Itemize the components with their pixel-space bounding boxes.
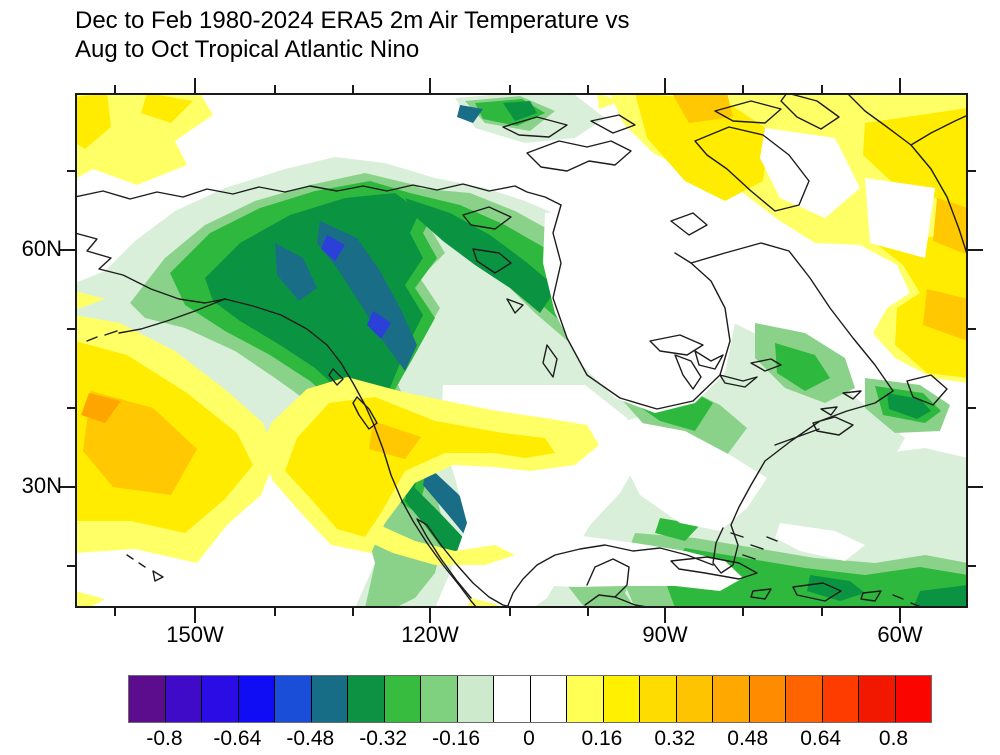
lon-label-90w: 90W: [642, 622, 688, 647]
axis-tick: [968, 328, 976, 330]
colorbar-cell-3: [238, 676, 275, 722]
axis-tick: [429, 608, 431, 623]
axis-tick: [587, 85, 589, 93]
axis-tick: [968, 170, 976, 172]
colorbar-tick-label: -0.32: [359, 727, 408, 750]
axis-tick: [352, 85, 354, 93]
colorbar-tick-label: -0.16: [432, 727, 481, 750]
axis-tick: [587, 608, 589, 616]
axis-tick: [968, 486, 983, 488]
colorbar-cell-1: [165, 676, 202, 722]
axis-tick: [274, 608, 276, 616]
axis-tick: [194, 78, 196, 93]
axis-tick: [194, 608, 196, 623]
figure-title: Dec to Feb 1980-2024 ERA5 2m Air Tempera…: [75, 6, 630, 64]
axis-tick: [664, 78, 666, 93]
colorbar-tick-label: 0.64: [800, 727, 842, 750]
lat-label-30n: 30N: [21, 473, 62, 498]
axis-tick: [429, 78, 431, 93]
coastlines: [75, 93, 968, 608]
colorbar-tick-label: 0: [523, 727, 535, 750]
axis-tick: [67, 170, 75, 172]
axis-tick: [67, 565, 75, 567]
colorbar-cell-10: [494, 676, 531, 722]
contour-arctic-whites: [543, 128, 935, 413]
colorbar-tick-label: -0.64: [213, 727, 262, 750]
colorbar-tick-label: 0.32: [654, 727, 696, 750]
colorbar-tick-label: -0.48: [286, 727, 335, 750]
colorbar-cell-6: [348, 676, 385, 722]
colorbar-cell-4: [275, 676, 312, 722]
axis-tick: [114, 608, 116, 616]
lon-label-60w: 60W: [877, 622, 923, 647]
colorbar-tick-label: 0.48: [727, 727, 769, 750]
colorbar-cell-16: [713, 676, 750, 722]
axis-tick: [274, 85, 276, 93]
axis-tick: [899, 78, 901, 93]
lat-label-60n: 60N: [21, 236, 62, 261]
axis-tick: [60, 249, 75, 251]
colorbar-cell-5: [311, 676, 348, 722]
axis-tick: [821, 608, 823, 616]
colorbar-tick-label: 0.16: [581, 727, 623, 750]
title-line-2: Aug to Oct Tropical Atlantic Nino: [75, 36, 420, 63]
lon-label-120w: 120W: [401, 622, 459, 647]
colorbar-cell-17: [749, 676, 786, 722]
axis-tick: [67, 407, 75, 409]
axis-tick: [899, 608, 901, 623]
axis-tick: [114, 85, 116, 93]
colorbar-cell-2: [202, 676, 239, 722]
colorbar-tick-label: 0.8: [878, 727, 909, 750]
colorbar-cell-9: [457, 676, 494, 722]
axis-tick: [509, 608, 511, 616]
colorbar-cell-15: [676, 676, 713, 722]
colorbar-cell-0: [129, 676, 166, 722]
colorbar-cell-19: [822, 676, 859, 722]
colorbar-cell-14: [640, 676, 677, 722]
contour-yellows: [75, 93, 968, 608]
axis-tick: [60, 486, 75, 488]
colorbar-cell-21: [895, 676, 931, 722]
colorbar-cell-7: [384, 676, 421, 722]
axis-tick: [968, 565, 976, 567]
colorbar-cell-8: [421, 676, 458, 722]
map-canvas: [75, 93, 968, 608]
colorbar-cell-12: [567, 676, 604, 722]
axis-tick: [509, 85, 511, 93]
axis-tick: [968, 407, 976, 409]
axis-tick: [664, 608, 666, 623]
colorbar-cell-20: [859, 676, 896, 722]
colorbar-cell-11: [530, 676, 567, 722]
axis-tick: [742, 608, 744, 616]
title-line-1: Dec to Feb 1980-2024 ERA5 2m Air Tempera…: [75, 7, 630, 34]
axis-tick: [968, 249, 983, 251]
colorbar-tick-label: -0.8: [146, 727, 183, 750]
axis-tick: [67, 328, 75, 330]
colorbar: [128, 675, 932, 723]
lon-label-150w: 150W: [166, 622, 224, 647]
contour-map: [75, 93, 968, 608]
colorbar-cell-18: [786, 676, 823, 722]
colorbar-cell-13: [603, 676, 640, 722]
axis-tick: [352, 608, 354, 616]
axis-tick: [742, 85, 744, 93]
axis-tick: [821, 85, 823, 93]
